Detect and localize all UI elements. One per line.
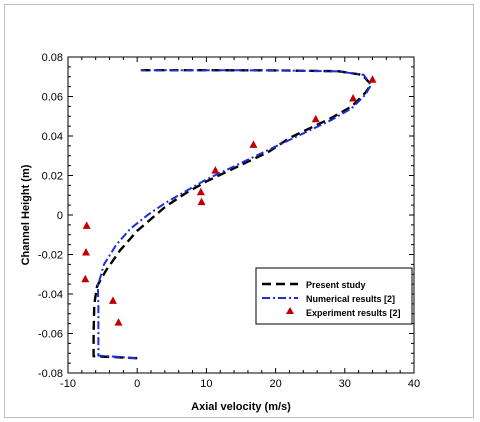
y-tick-label: 0.08 (42, 52, 63, 64)
y-tick-label: 0.04 (42, 131, 63, 143)
x-axis-title: Axial velocity (m/s) (191, 401, 291, 413)
y-tick-label: -0.08 (38, 368, 63, 380)
experiment-point (81, 274, 90, 283)
y-tick-label: -0.02 (38, 250, 63, 262)
y-tick-label: 0.02 (42, 171, 63, 183)
experiment-point (349, 93, 358, 102)
figure-frame (4, 4, 474, 418)
experiment-point (114, 318, 123, 326)
x-tick-label: 10 (200, 378, 212, 390)
legend-label-experiment-results: Experiment results [2] (306, 308, 401, 318)
series-line-numerical-results (96, 69, 373, 360)
x-tick-label: 0 (134, 378, 140, 390)
x-tick-label: 20 (269, 378, 281, 390)
x-tick-label: 30 (339, 378, 351, 390)
y-tick-label: -0.06 (38, 329, 63, 341)
experiment-point (211, 166, 220, 174)
legend-box (255, 267, 413, 325)
y-axis-title: Channel Height (m) (20, 164, 32, 265)
series-layer (81, 69, 377, 360)
x-tick-label: -10 (60, 378, 76, 390)
experiment-point (82, 221, 91, 229)
legend-label-present-study: Present study (306, 280, 366, 290)
legend: Present study Numerical results [2] Expe… (255, 267, 413, 325)
experiment-point (311, 114, 320, 123)
legend-swatch-experiment-results (286, 307, 294, 314)
experiment-point (249, 140, 258, 148)
experiment-point (368, 75, 377, 83)
y-tick-label: 0 (57, 210, 63, 222)
experiment-point (108, 296, 117, 304)
y-tick-label: 0.06 (42, 92, 63, 104)
experiment-point (197, 197, 206, 206)
x-tick-label: 40 (408, 378, 420, 390)
legend-label-numerical-results: Numerical results [2] (306, 294, 395, 304)
experiment-point (81, 248, 90, 256)
experiment-point (196, 187, 205, 196)
y-tick-label: -0.04 (38, 289, 63, 301)
axis-ticks: -10 0 10 20 30 40 -0.08 -0.06 -0.04 -0.02 0 0.02 0.0… (38, 52, 420, 390)
